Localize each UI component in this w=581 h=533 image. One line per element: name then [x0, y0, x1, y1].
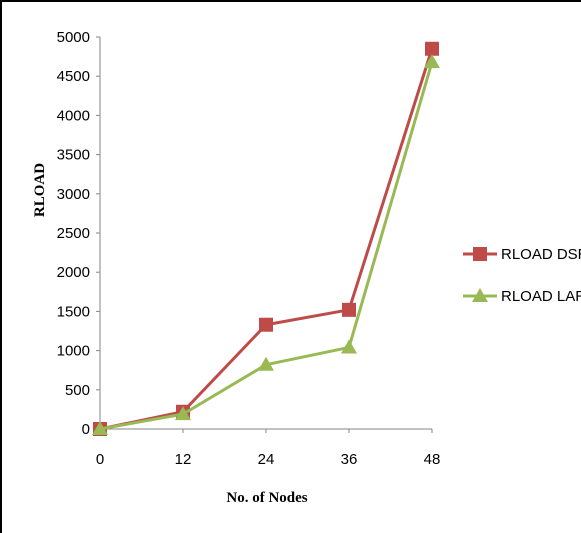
legend-item-rload-dsr: RLOAD DSR [463, 246, 581, 263]
data-point-rload-dsr [342, 302, 356, 317]
data-point-rload-dsr [425, 41, 439, 56]
y-tick-label: 1000 [57, 343, 90, 360]
y-tick-label: 4500 [57, 68, 90, 85]
x-axis-title: No. of Nodes [226, 490, 307, 506]
x-tick-label: 48 [424, 451, 441, 468]
y-tick-label: 1500 [57, 303, 90, 320]
data-point-rload-lar [175, 406, 191, 421]
x-tick-label: 36 [341, 451, 358, 468]
series-line-rload-lar [99, 61, 434, 431]
y-tick-label: 2500 [57, 225, 90, 242]
data-point-rload-lar [424, 54, 440, 69]
legend-label-rload-dsr: RLOAD DSR [501, 246, 581, 263]
y-tick-label: 0 [82, 421, 90, 438]
data-point-rload-lar [341, 339, 357, 354]
data-point-rload-dsr [259, 317, 273, 332]
series-group [92, 41, 440, 436]
x-tick-label: 12 [175, 451, 192, 468]
x-axis-ticks: 0 12 24 36 48 [96, 429, 441, 468]
y-tick-label: 4000 [57, 107, 90, 124]
series-line-rload-dsr [99, 48, 434, 431]
x-tick-label: 0 [96, 451, 104, 468]
legend-marker-rload-dsr [473, 247, 487, 261]
legend-item-rload-lar: RLOAD LAR [463, 288, 581, 305]
y-tick-label: 3000 [57, 186, 90, 203]
series-rload-dsr [93, 41, 439, 436]
series-rload-lar [92, 54, 440, 435]
legend-label-rload-lar: RLOAD LAR [501, 288, 581, 305]
data-point-rload-lar [258, 356, 274, 371]
y-tick-label: 5000 [57, 29, 90, 46]
y-tick-label: 2000 [57, 264, 90, 281]
legend-marker-rload-lar [472, 288, 488, 302]
y-tick-label: 500 [65, 382, 90, 399]
data-point-rload-lar [92, 421, 108, 435]
legend: RLOAD DSR RLOAD LAR [463, 246, 581, 305]
y-axis-title: RLOAD [32, 163, 48, 217]
x-tick-label: 24 [258, 451, 275, 468]
y-tick-label: 3500 [57, 147, 90, 164]
y-axis-ticks: 0 500 1000 1500 2000 2500 3000 3500 4000 4500 5000 [57, 29, 100, 438]
